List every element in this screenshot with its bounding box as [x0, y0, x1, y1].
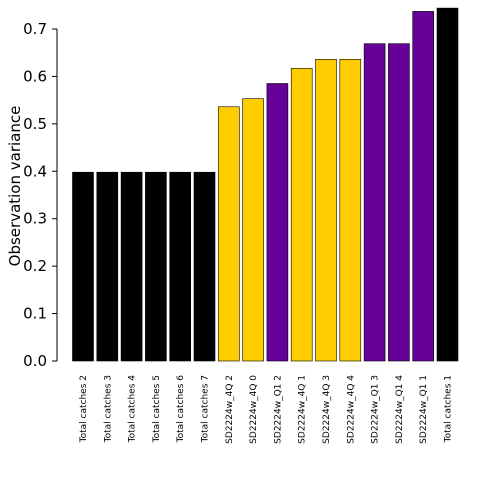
bar	[266, 83, 289, 362]
x-category-label: Total catches 3	[103, 375, 113, 443]
bar	[363, 43, 386, 362]
x-category-label: SD2224w_4Q 4	[346, 375, 356, 444]
bar	[388, 43, 410, 362]
y-tick-label: 0.6	[23, 67, 47, 85]
bar	[412, 11, 435, 362]
y-tick-label: 0.1	[23, 305, 47, 323]
y-tick-label: 0.7	[23, 20, 47, 38]
bars-group	[72, 7, 459, 362]
x-category-label: SD2224w_4Q 1	[298, 375, 308, 444]
bar	[169, 171, 191, 362]
x-category-label: Total catches 2	[79, 375, 89, 443]
bar	[436, 7, 459, 362]
x-category-label: SD2224w_4Q 0	[249, 375, 259, 444]
x-category-label: SD2224w_Q1 2	[273, 375, 283, 444]
x-category-label: SD2224w_Q1 3	[371, 375, 381, 444]
y-axis: 0.0 0.1 0.2 0.3 0.4 0.5 0.6 0.7	[23, 20, 58, 370]
y-tick-label: 0.4	[23, 162, 47, 180]
bar	[96, 171, 119, 362]
x-category-label: SD2224w_Q1 1	[419, 375, 429, 444]
bar	[290, 68, 313, 362]
y-tick-label: 0.3	[23, 210, 47, 228]
bar	[72, 171, 94, 362]
bar	[242, 98, 264, 362]
y-axis-title: Observation variance	[6, 106, 24, 267]
bar	[339, 59, 362, 362]
x-category-label: Total catches 7	[201, 375, 211, 443]
x-category-label: Total catches 1	[444, 375, 454, 443]
y-tick-label: 0.5	[23, 115, 47, 133]
bar	[315, 59, 337, 362]
x-category-label: Total catches 5	[152, 375, 162, 443]
y-tick-label: 0.2	[23, 257, 47, 275]
x-category-label: Total catches 4	[128, 375, 138, 444]
x-category-label: SD2224w_4Q 2	[225, 375, 235, 444]
x-category-label: SD2224w_4Q 3	[322, 375, 332, 444]
x-axis-labels: Total catches 2 Total catches 3 Total catc…	[79, 375, 454, 444]
bar	[218, 106, 240, 362]
x-category-label: Total catches 6	[176, 375, 186, 444]
y-tick-label: 0.0	[23, 352, 47, 370]
bar	[120, 171, 143, 362]
x-category-label: SD2224w_Q1 4	[395, 375, 405, 444]
bar	[145, 171, 167, 362]
bar	[193, 171, 216, 362]
